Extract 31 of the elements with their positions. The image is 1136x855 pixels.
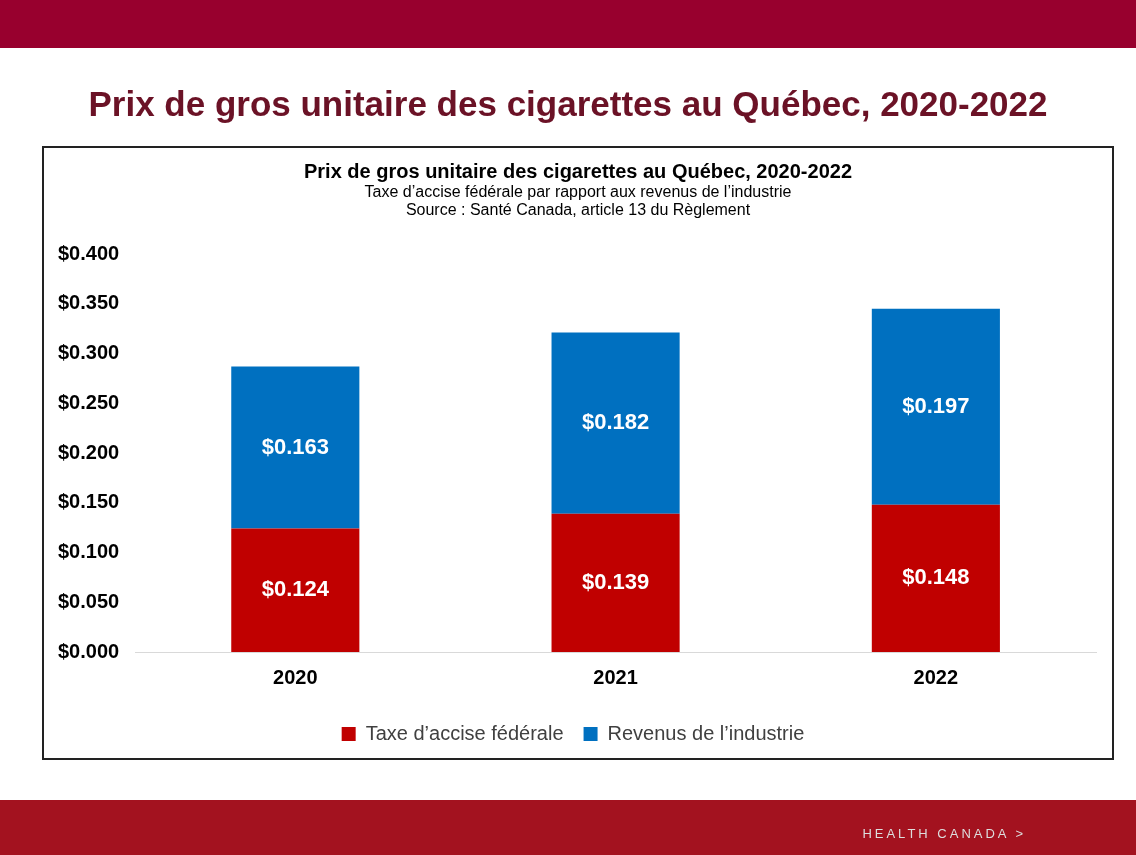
bar — [871, 308, 1000, 505]
bar — [231, 366, 360, 529]
bar — [551, 513, 680, 652]
source-note: Source : Santé Canada, article 13 du Règlement — [404, 201, 752, 219]
x-tick-label: 2021 — [593, 665, 638, 688]
y-tick-label: $0.000 — [58, 639, 120, 662]
chart-title: Prix de gros unitaire des cigarettes au Québec, 2020-2022 — [87, 84, 1049, 124]
y-tick-label: $0.100 — [58, 540, 120, 563]
data-label: $0.197 — [902, 392, 970, 418]
y-tick-label: $0.300 — [58, 341, 120, 364]
bar — [871, 504, 1000, 652]
text: Prix de gros unitaire des cigarettes au Québec, 2020-2022 — [303, 160, 853, 183]
bar — [231, 528, 360, 652]
bar — [551, 332, 680, 514]
x-tick-label: 2020 — [273, 665, 318, 688]
chart-subtitle: Taxe d’accise fédérale par rapport aux revenus de l’industrie — [363, 183, 793, 201]
data-label: $0.148 — [902, 564, 970, 590]
y-tick-label: $0.250 — [58, 390, 120, 413]
x-tick-label: 2022 — [913, 665, 959, 688]
data-label: $0.139 — [581, 568, 650, 594]
y-tick-label: $0.150 — [58, 490, 120, 513]
legend-label: Taxe d’accise fédérale — [365, 721, 564, 744]
data-label: $0.163 — [261, 433, 329, 459]
y-tick-label: $0.200 — [58, 440, 120, 463]
y-tick-label: $0.400 — [58, 241, 120, 264]
data-label: $0.124 — [261, 576, 330, 602]
text: HEALTH CANADA > — [862, 826, 1026, 841]
y-tick-label: $0.350 — [58, 291, 120, 314]
legend-label: Revenus de l’industrie — [607, 721, 805, 744]
data-label: $0.182 — [581, 409, 650, 435]
y-tick-label: $0.050 — [58, 589, 120, 612]
